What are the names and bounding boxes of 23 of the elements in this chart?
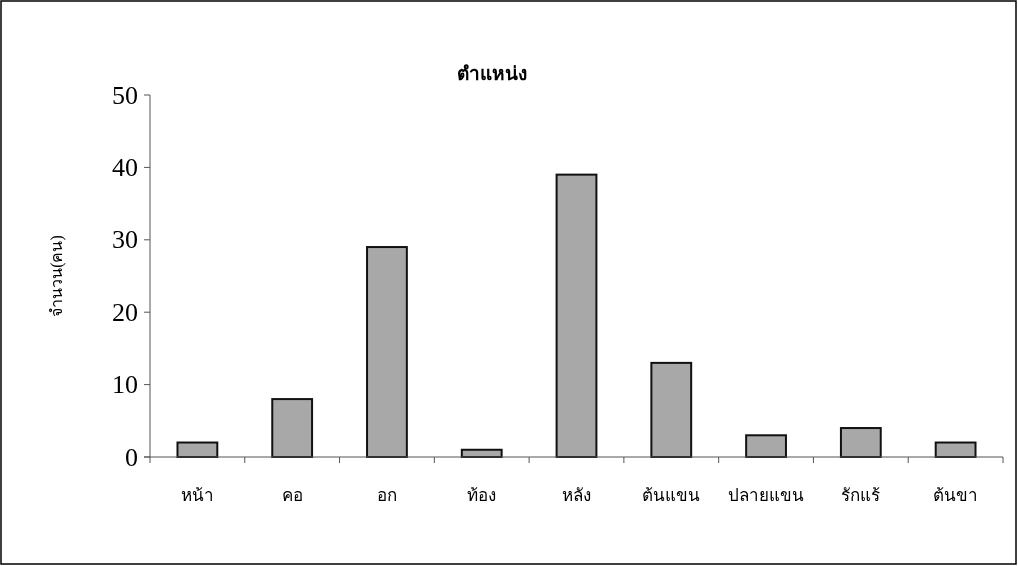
y-tick-label: 30 (112, 225, 138, 255)
chart-title: ตำแหน่ง (457, 63, 527, 84)
x-tick-label: ท้อง (467, 486, 497, 505)
y-tick-label: 10 (112, 370, 138, 400)
y-axis-title: จำนวน(คน) (48, 235, 66, 317)
x-tick-label: หลัง (562, 486, 591, 505)
bar (650, 361, 693, 458)
y-tick-label: 20 (112, 297, 138, 327)
bar (745, 434, 787, 458)
bar (271, 398, 314, 458)
x-tick-label: รักแร้ (841, 486, 881, 505)
x-tick-label: ต้นขา (933, 486, 979, 505)
y-tick-label: 0 (125, 442, 138, 472)
x-tick-label: คอ (281, 486, 303, 505)
bar (366, 246, 408, 458)
x-tick-label: อก (376, 486, 397, 505)
x-tick-label: ปลายแขน (728, 486, 805, 505)
x-tick-label: ต้นแขน (642, 486, 701, 505)
bar (555, 173, 598, 458)
bar (839, 427, 882, 458)
y-tick-label: 50 (112, 80, 138, 110)
y-tick-label: 40 (112, 152, 138, 182)
x-tick-label: หน้า (180, 486, 214, 505)
